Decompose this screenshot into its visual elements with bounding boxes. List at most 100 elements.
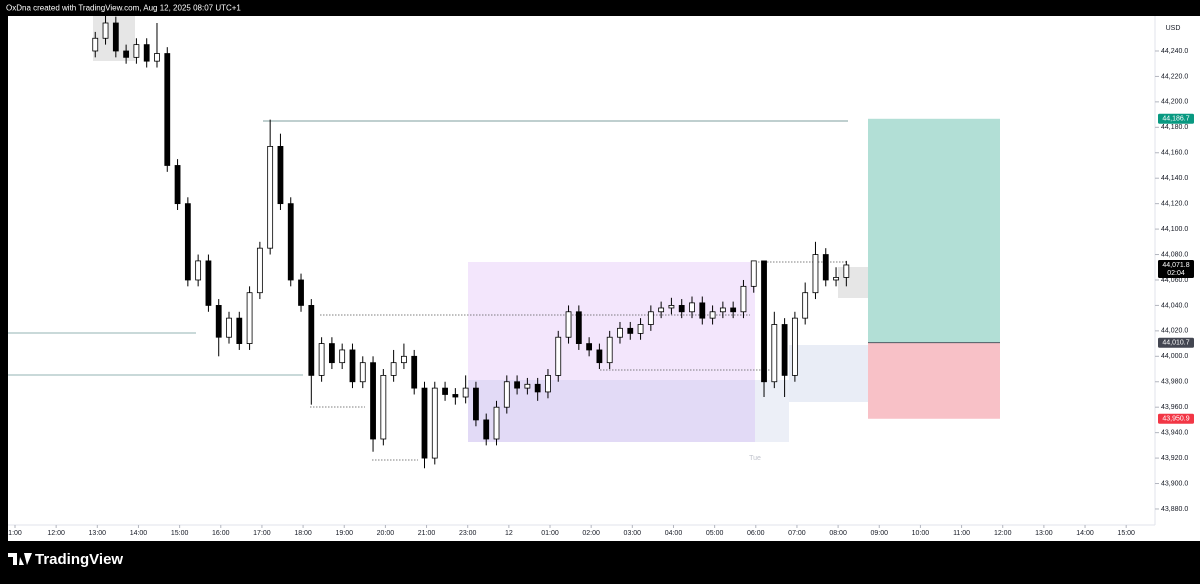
x-tick-label: 20:00 xyxy=(377,530,395,537)
candle-body xyxy=(154,53,160,62)
candle-body xyxy=(503,381,510,408)
x-tick-label: 16:00 xyxy=(212,530,230,537)
price-label-bg xyxy=(1158,113,1194,124)
candle-body xyxy=(812,254,819,294)
y-tick-label: 44,120.0 xyxy=(1161,200,1188,207)
candle-body xyxy=(637,324,644,334)
candle-body xyxy=(627,327,634,334)
price-label-bg xyxy=(1158,259,1194,278)
candle-body xyxy=(226,317,232,338)
y-tick-label: 43,960.0 xyxy=(1161,404,1188,411)
x-tick-label: 21:00 xyxy=(418,530,436,537)
y-tick-label: 44,140.0 xyxy=(1161,175,1188,182)
candle-body xyxy=(123,50,130,58)
candle-body xyxy=(555,336,562,376)
candle-body xyxy=(822,254,829,281)
candle-body xyxy=(267,145,274,249)
x-tick-label: 14:00 xyxy=(130,530,148,537)
header-text: OxDna created with TradingView.com, Aug … xyxy=(6,4,241,13)
candle-body xyxy=(452,394,459,398)
candle-body xyxy=(308,305,315,376)
y-tick-label: 44,020.0 xyxy=(1161,328,1188,335)
candle-body xyxy=(709,311,716,319)
x-tick-label: 02:00 xyxy=(582,530,600,537)
candle-body xyxy=(411,355,418,389)
candle-body xyxy=(719,307,726,313)
plot-area: Tue xyxy=(8,15,1000,469)
candle-body xyxy=(586,343,593,351)
candle-body xyxy=(442,387,448,395)
candle-body xyxy=(370,362,376,440)
x-tick-label: 11:00 xyxy=(953,530,970,537)
candle-body xyxy=(730,307,737,313)
x-tick-label: 1:00 xyxy=(8,530,22,537)
y-tick-label: 44,200.0 xyxy=(1161,99,1188,106)
price-label: 44,010.7 xyxy=(1162,340,1189,347)
y-tick-label: 44,100.0 xyxy=(1161,226,1188,233)
candle-body xyxy=(328,343,335,364)
candle-body xyxy=(761,260,767,383)
candle-body xyxy=(390,362,397,376)
x-tick-label: 12 xyxy=(505,530,513,537)
candle-body xyxy=(339,349,346,364)
x-tick-label: 06:00 xyxy=(747,530,765,537)
candle-body xyxy=(493,406,500,440)
candle-body xyxy=(596,349,603,364)
x-tick-label: 03:00 xyxy=(624,530,642,537)
candle-body xyxy=(164,53,171,166)
x-tick-label: 18:00 xyxy=(294,530,312,537)
candle-body xyxy=(833,277,839,281)
x-tick-label: 19:00 xyxy=(335,530,353,537)
y-tick-label: 44,000.0 xyxy=(1161,353,1188,360)
x-tick-label: 01:00 xyxy=(541,530,559,537)
candle-body xyxy=(524,383,531,389)
candle-body xyxy=(771,324,778,383)
candle-body xyxy=(298,279,304,306)
candle-body xyxy=(431,387,438,459)
logo-icon xyxy=(8,553,32,565)
price-label: 44,071.8 xyxy=(1162,262,1189,269)
candle-body xyxy=(473,387,479,421)
candle-body xyxy=(534,383,541,393)
candle-body xyxy=(256,247,263,294)
candle-body xyxy=(215,305,222,338)
currency-label: USD xyxy=(1166,25,1181,32)
candle-body xyxy=(565,311,572,338)
candle-body xyxy=(102,22,109,39)
stop-zone xyxy=(868,342,1000,419)
y-tick-label: 43,940.0 xyxy=(1161,429,1188,436)
x-tick-label: 08:00 xyxy=(829,530,847,537)
candle-body xyxy=(133,44,140,58)
zone-box xyxy=(755,380,789,442)
y-tick-label: 44,220.0 xyxy=(1161,73,1188,80)
candle-body xyxy=(606,336,613,364)
candle-body xyxy=(184,203,191,281)
x-tick-label: 12:00 xyxy=(47,530,65,537)
candle-body xyxy=(802,292,809,319)
target-zone xyxy=(868,118,1000,343)
footer-bar xyxy=(0,541,1200,579)
candle-body xyxy=(647,311,654,325)
candle-body xyxy=(359,362,366,383)
price-label-bg xyxy=(1158,413,1194,424)
candle-body xyxy=(483,419,490,440)
x-tick-label: 23:00 xyxy=(459,530,477,537)
candle-body xyxy=(195,260,202,281)
candle-body xyxy=(277,145,284,205)
candle-body xyxy=(421,387,428,459)
x-tick-label: 17:00 xyxy=(253,530,271,537)
candle-body xyxy=(112,22,119,52)
candle-body xyxy=(617,327,623,338)
price-countdown: 02:04 xyxy=(1167,270,1185,277)
x-tick-label: 10:00 xyxy=(912,530,930,537)
candle-body xyxy=(349,349,356,383)
candle-body xyxy=(678,305,685,313)
x-tick-label: 13:00 xyxy=(89,530,107,537)
range-box-lower xyxy=(468,380,755,442)
y-tick-label: 44,080.0 xyxy=(1161,251,1188,258)
candle-body xyxy=(236,317,243,344)
y-tick-label: 44,160.0 xyxy=(1161,150,1188,157)
price-label-bg xyxy=(1158,337,1194,348)
